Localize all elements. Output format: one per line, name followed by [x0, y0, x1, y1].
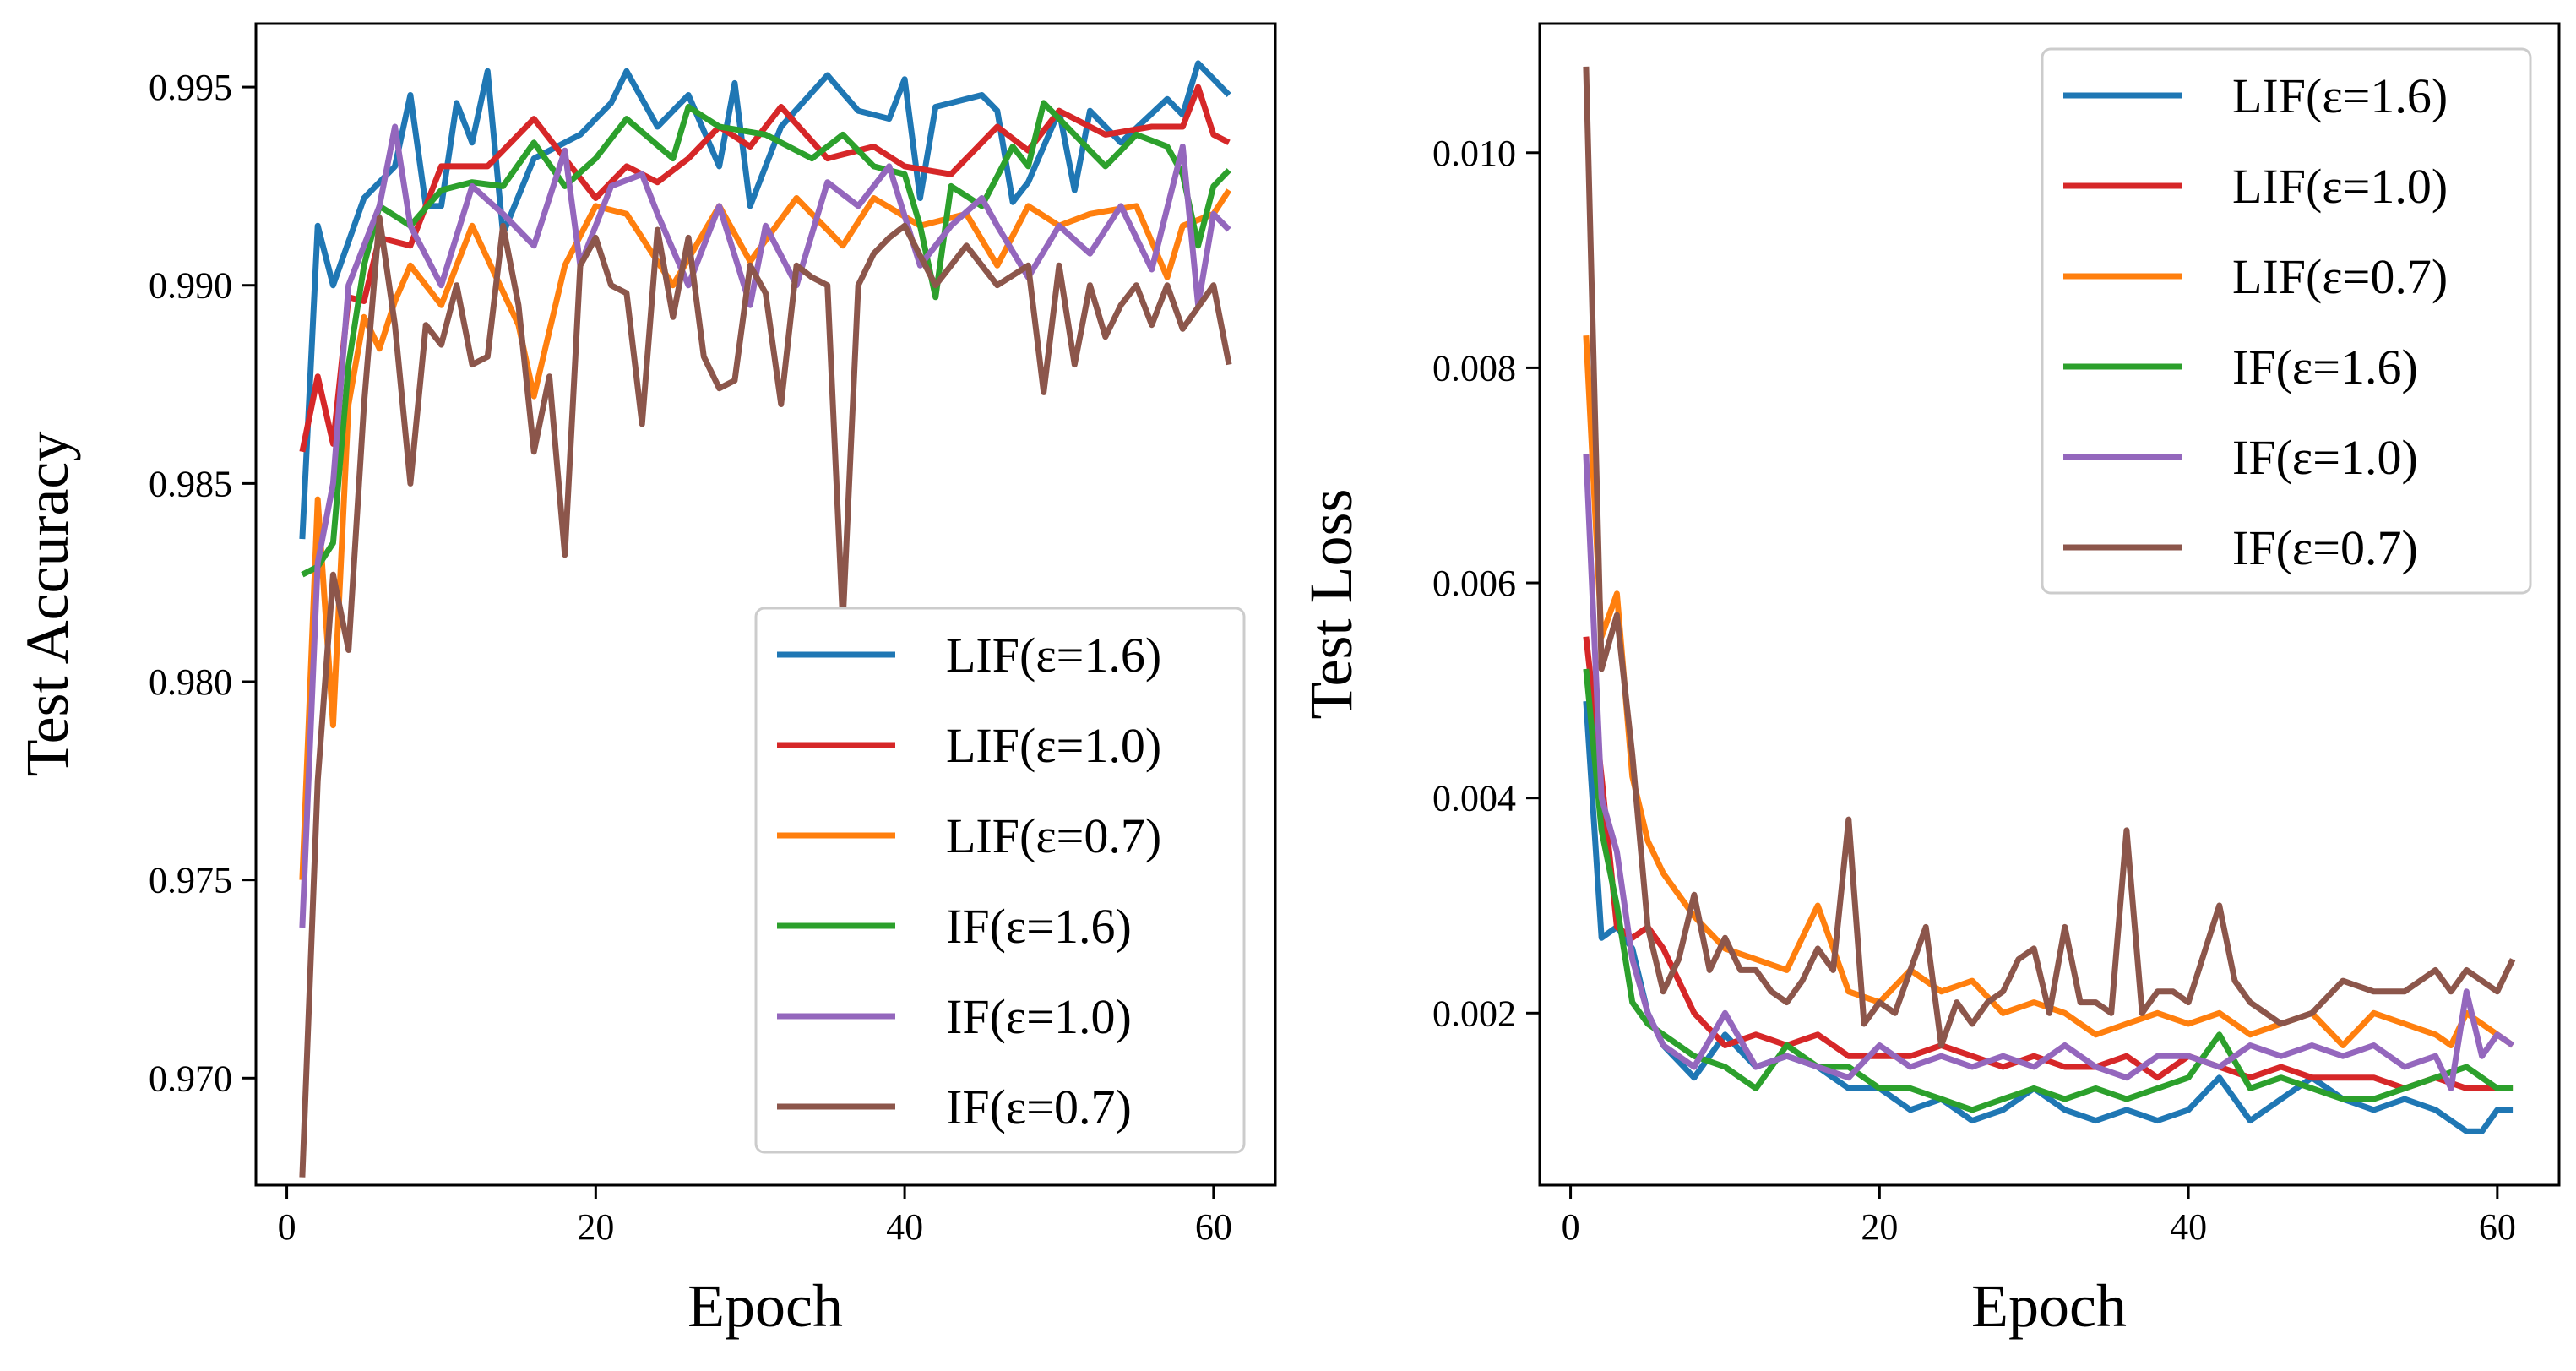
loss-y-tick-label: 0.006 — [1432, 563, 1516, 604]
loss-y-tick-label: 0.008 — [1432, 347, 1516, 389]
loss-legend-frame — [2041, 47, 2532, 595]
loss-series-line-4 — [1583, 454, 2515, 1091]
accuracy-x-tick-label: 60 — [1195, 1206, 1232, 1248]
accuracy-legend-label-1: LIF(ε=1.0) — [946, 718, 1161, 773]
accuracy-y-tick-label: 0.975 — [149, 860, 232, 901]
loss-x-tick-label: 60 — [2479, 1206, 2516, 1248]
loss-x-axis-title: Epoch — [1971, 1272, 2127, 1340]
accuracy-series-line-3 — [301, 100, 1231, 578]
loss-x-tick-label: 40 — [2170, 1206, 2207, 1248]
accuracy-x-tick-label: 20 — [577, 1206, 614, 1248]
loss-x-tick-label: 20 — [1861, 1206, 1898, 1248]
loss-plot-frame — [1538, 22, 2561, 1187]
loss-legend-label-4: IF(ε=1.0) — [2232, 430, 2418, 485]
accuracy-plot-frame — [254, 22, 1277, 1187]
accuracy-y-tick-label: 0.985 — [149, 463, 232, 504]
loss-legend-label-1: LIF(ε=1.0) — [2232, 159, 2448, 214]
loss-legend-label-3: IF(ε=1.6) — [2232, 340, 2418, 394]
accuracy-series-line-5 — [299, 215, 1232, 1178]
accuracy-series-line-1 — [299, 84, 1231, 453]
loss-series-line-3 — [1583, 668, 2514, 1113]
accuracy-legend-label-0: LIF(ε=1.6) — [946, 628, 1161, 683]
loss-chart: 0 20 40 60 0.002 0.004 0.006 0.008 0.010 Epoch T… — [1297, 22, 2561, 1340]
accuracy-y-tick-label: 0.980 — [149, 661, 232, 703]
loss-y-tick-label: 0.010 — [1432, 133, 1516, 174]
loss-y-tick-label: 0.004 — [1432, 778, 1516, 819]
accuracy-x-axis-title: Epoch — [687, 1272, 843, 1340]
loss-series-line-0 — [1583, 700, 2514, 1134]
accuracy-chart: 0 20 40 60 0.970 0.975 0.980 0.985 0.990 0.995 Ep… — [14, 22, 1277, 1340]
loss-legend-label-5: IF(ε=0.7) — [2232, 520, 2418, 575]
accuracy-legend-frame — [754, 607, 1246, 1154]
accuracy-y-axis-title: Test Accuracy — [14, 432, 81, 777]
loss-legend-label-0: LIF(ε=1.6) — [2232, 68, 2448, 123]
loss-y-tick-label: 0.002 — [1432, 993, 1516, 1034]
loss-y-axis-title: Test Loss — [1297, 489, 1365, 720]
accuracy-legend: LIF(ε=1.6) LIF(ε=1.0) LIF(ε=0.7) IF(ε=1.6) I… — [754, 607, 1246, 1154]
accuracy-legend-label-5: IF(ε=0.7) — [946, 1080, 1132, 1134]
accuracy-x-tick-label: 0 — [278, 1206, 296, 1248]
loss-x-tick-label: 0 — [1562, 1206, 1580, 1248]
accuracy-series-line-4 — [299, 123, 1231, 928]
accuracy-legend-label-4: IF(ε=1.0) — [946, 989, 1132, 1044]
accuracy-y-tick-label: 0.970 — [149, 1058, 232, 1099]
accuracy-y-tick-label: 0.995 — [149, 67, 232, 108]
accuracy-legend-label-2: LIF(ε=0.7) — [946, 808, 1161, 863]
accuracy-legend-label-3: IF(ε=1.6) — [946, 899, 1132, 954]
accuracy-x-tick-label: 40 — [886, 1206, 923, 1248]
accuracy-y-tick-label: 0.990 — [149, 265, 232, 307]
loss-legend-label-2: LIF(ε=0.7) — [2232, 249, 2448, 304]
loss-series-line-5 — [1583, 66, 2516, 1048]
loss-legend: LIF(ε=1.6) LIF(ε=1.0) LIF(ε=0.7) IF(ε=1.6) I… — [2041, 47, 2532, 595]
accuracy-series-line-0 — [299, 60, 1231, 540]
